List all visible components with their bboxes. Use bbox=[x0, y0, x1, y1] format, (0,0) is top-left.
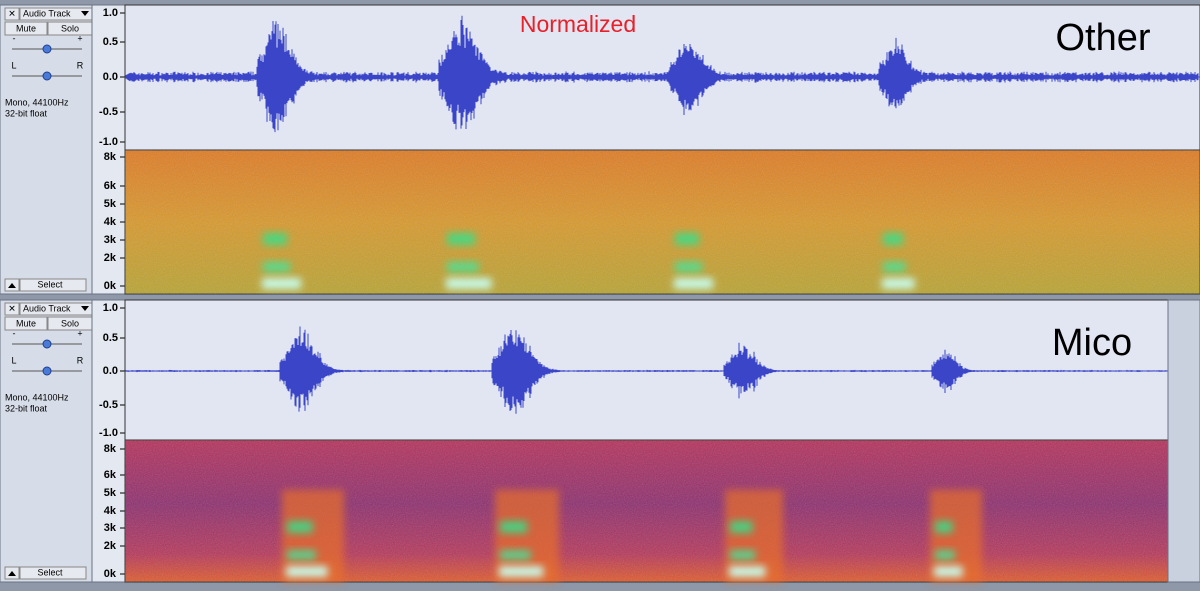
vertical-ruler bbox=[91, 299, 126, 583]
frequency-tick-label: 4k bbox=[104, 216, 117, 228]
amplitude-tick-label: -1.0 bbox=[99, 427, 118, 439]
amplitude-tick-label: 0.5 bbox=[103, 332, 118, 344]
track-label: Mico bbox=[1052, 322, 1132, 364]
amplitude-tick-label: 0.0 bbox=[103, 365, 118, 377]
amplitude-tick-label: 0.0 bbox=[103, 71, 118, 83]
mute-button[interactable] bbox=[4, 21, 48, 36]
track-bit-depth: 32-bit float bbox=[5, 403, 48, 413]
frequency-tick-label: 6k bbox=[104, 180, 117, 192]
pan-left-label: L bbox=[11, 60, 16, 70]
select-label: Select bbox=[37, 567, 63, 577]
burst-high bbox=[935, 521, 953, 533]
frequency-tick-label: 8k bbox=[104, 443, 117, 455]
burst-low bbox=[729, 566, 766, 577]
burst-low bbox=[262, 278, 301, 289]
gain-slider-knob[interactable] bbox=[42, 339, 52, 349]
burst-high bbox=[500, 521, 528, 533]
gain-right-label: + bbox=[77, 328, 82, 338]
burst-low bbox=[674, 278, 713, 289]
annotation: Normalized bbox=[520, 11, 636, 37]
vertical-ruler bbox=[91, 4, 126, 295]
frequency-tick-label: 0k bbox=[104, 568, 117, 580]
frequency-tick-label: 4k bbox=[104, 505, 117, 517]
burst-mid bbox=[500, 550, 531, 560]
collapse-arrow bbox=[8, 571, 16, 576]
spectrogram-grain bbox=[125, 440, 1168, 582]
amplitude-tick-label: 0.5 bbox=[103, 36, 118, 48]
close-icon: ✕ bbox=[8, 303, 16, 313]
track-format: Mono, 44100Hz bbox=[5, 97, 69, 107]
collapse-arrow bbox=[8, 283, 16, 288]
mute-label: Mute bbox=[16, 23, 36, 33]
pan-right-label: R bbox=[77, 60, 84, 70]
pan-left-label: L bbox=[11, 355, 16, 365]
right-strip bbox=[1167, 299, 1200, 583]
burst-mid bbox=[675, 262, 702, 272]
burst-high bbox=[883, 233, 903, 245]
burst-low bbox=[446, 278, 492, 289]
close-button[interactable] bbox=[4, 302, 20, 316]
frequency-tick-label: 3k bbox=[104, 234, 117, 246]
solo-label: Solo bbox=[61, 23, 79, 33]
burst-high bbox=[730, 521, 753, 533]
select-button[interactable] bbox=[19, 566, 87, 580]
select-label: Select bbox=[37, 279, 63, 289]
amplitude-tick-label: -1.0 bbox=[99, 136, 118, 148]
burst-low bbox=[882, 278, 915, 289]
solo-label: Solo bbox=[61, 318, 79, 328]
burst-mid bbox=[263, 262, 290, 272]
waveform bbox=[125, 15, 1200, 133]
gain-left-label: - bbox=[13, 328, 16, 338]
frequency-tick-label: 2k bbox=[104, 540, 117, 552]
frequency-tick-label: 5k bbox=[104, 487, 117, 499]
gain-right-label: + bbox=[77, 33, 82, 43]
amplitude-tick-label: 1.0 bbox=[103, 302, 118, 314]
pan-slider-knob[interactable] bbox=[42, 366, 52, 376]
frequency-tick-label: 0k bbox=[104, 280, 117, 292]
waveform bbox=[125, 326, 1168, 414]
burst-low bbox=[286, 566, 328, 577]
burst-high bbox=[675, 233, 699, 245]
burst-low bbox=[934, 566, 963, 577]
gain-slider-knob[interactable] bbox=[42, 44, 52, 54]
burst-high bbox=[263, 233, 287, 245]
burst-mid bbox=[730, 550, 756, 560]
track-name: Audio Track bbox=[23, 8, 71, 18]
pan-slider-knob[interactable] bbox=[42, 71, 52, 81]
close-button[interactable] bbox=[4, 7, 20, 21]
mute-button[interactable] bbox=[4, 316, 48, 331]
frequency-tick-label: 5k bbox=[104, 198, 117, 210]
burst-low bbox=[499, 566, 544, 577]
frequency-tick-label: 6k bbox=[104, 469, 117, 481]
burst-high bbox=[447, 233, 475, 245]
menu-arrow bbox=[81, 11, 89, 16]
burst-mid bbox=[287, 550, 316, 560]
burst-mid bbox=[447, 262, 479, 272]
frequency-tick-label: 2k bbox=[104, 252, 117, 264]
track-bit-depth: 32-bit float bbox=[5, 108, 48, 118]
spectrogram-grain bbox=[125, 150, 1200, 294]
pan-right-label: R bbox=[77, 355, 84, 365]
track-name: Audio Track bbox=[23, 303, 71, 313]
gain-left-label: - bbox=[13, 33, 16, 43]
track-label: Other bbox=[1055, 17, 1150, 59]
amplitude-tick-label: 1.0 bbox=[103, 7, 118, 19]
frequency-tick-label: 8k bbox=[104, 151, 117, 163]
close-icon: ✕ bbox=[8, 8, 16, 18]
select-button[interactable] bbox=[19, 278, 87, 292]
menu-arrow bbox=[81, 306, 89, 311]
amplitude-tick-label: -0.5 bbox=[99, 399, 118, 411]
frequency-tick-label: 3k bbox=[104, 522, 117, 534]
burst-mid bbox=[935, 550, 955, 560]
mute-label: Mute bbox=[16, 318, 36, 328]
track-format: Mono, 44100Hz bbox=[5, 392, 69, 402]
burst-mid bbox=[883, 262, 906, 272]
amplitude-tick-label: -0.5 bbox=[99, 106, 118, 118]
burst-high bbox=[287, 521, 313, 533]
